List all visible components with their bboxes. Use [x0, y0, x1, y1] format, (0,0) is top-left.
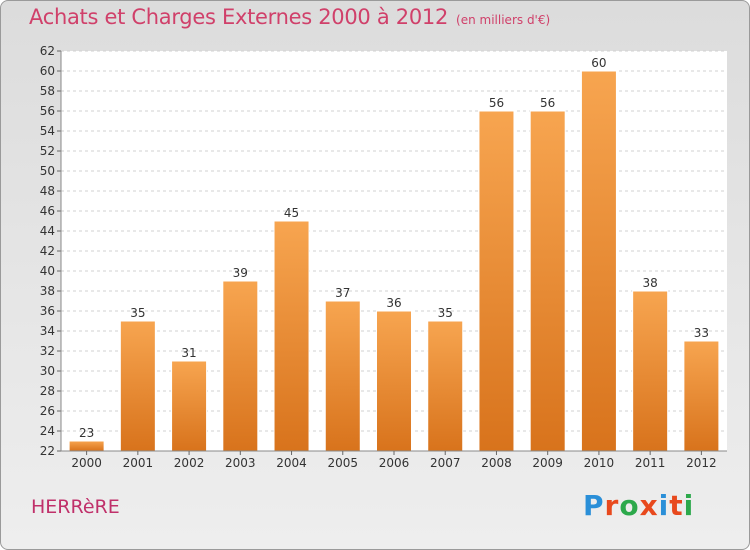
- y-tick-label: 50: [40, 164, 55, 178]
- x-tick-label: 2002: [174, 456, 205, 470]
- brand-letter: i: [683, 489, 695, 522]
- bar-value-label: 33: [694, 326, 709, 340]
- y-tick-label: 52: [40, 144, 55, 158]
- y-tick-label: 38: [40, 284, 55, 298]
- y-tick-label: 26: [40, 404, 55, 418]
- y-tick-label: 56: [40, 104, 55, 118]
- y-tick-label: 28: [40, 384, 55, 398]
- brand-letter: P: [583, 489, 605, 522]
- bar-value-label: 31: [181, 346, 196, 360]
- y-tick-label: 34: [40, 324, 55, 338]
- bar: [222, 280, 259, 452]
- x-tick-label: 2000: [71, 456, 102, 470]
- y-tick-label: 40: [40, 264, 55, 278]
- y-tick-label: 62: [40, 44, 55, 58]
- bar: [68, 440, 105, 452]
- chart-title: Achats et Charges Externes 2000 à 2012: [29, 5, 449, 29]
- x-tick-label: 2010: [584, 456, 615, 470]
- x-tick-label: 2009: [532, 456, 563, 470]
- x-tick-label: 2012: [686, 456, 717, 470]
- bar-value-label: 37: [335, 286, 350, 300]
- bar: [119, 320, 156, 452]
- bar-value-label: 23: [79, 426, 94, 440]
- bar-value-label: 35: [438, 306, 453, 320]
- y-tick-label: 36: [40, 304, 55, 318]
- y-tick-label: 54: [40, 124, 55, 138]
- bar-value-label: 36: [386, 296, 401, 310]
- bar: [273, 220, 310, 452]
- bar: [324, 300, 361, 452]
- brand-letter: x: [639, 489, 659, 522]
- x-tick-label: 2004: [276, 456, 307, 470]
- x-tick-label: 2005: [327, 456, 358, 470]
- brand-letter: i: [658, 489, 670, 522]
- chart-subtitle: (en milliers d'€): [456, 13, 551, 27]
- bars-group: 23 35 31 39 45 37 36 35 56 56 60 38 33: [68, 56, 720, 452]
- x-tick-label: 2008: [481, 456, 512, 470]
- bar-value-label: 56: [540, 96, 555, 110]
- y-tick-label: 42: [40, 244, 55, 258]
- bar-value-label: 56: [489, 96, 504, 110]
- bar: [529, 110, 566, 452]
- y-tick-label: 24: [40, 424, 55, 438]
- y-tick-label: 60: [40, 64, 55, 78]
- brand-letter: t: [669, 489, 684, 522]
- bar-value-label: 39: [233, 266, 248, 280]
- y-tick-label: 58: [40, 84, 55, 98]
- bar-value-label: 35: [130, 306, 145, 320]
- bar: [683, 340, 720, 452]
- y-tick-label: 22: [40, 444, 55, 458]
- x-tick-label: 2001: [123, 456, 154, 470]
- commune-name: HERRèRE: [31, 496, 120, 518]
- brand-letter: o: [619, 489, 640, 522]
- proxiti-logo: Proxiti: [583, 489, 694, 522]
- bar: [171, 360, 208, 452]
- bar: [478, 110, 515, 452]
- chart-title-block: Achats et Charges Externes 2000 à 2012 (e…: [29, 5, 550, 29]
- x-tick-label: 2011: [635, 456, 666, 470]
- bar-value-label: 45: [284, 206, 299, 220]
- bar-value-label: 60: [591, 56, 606, 70]
- y-tick-label: 48: [40, 184, 55, 198]
- x-tick-label: 2007: [430, 456, 461, 470]
- brand-letter: r: [604, 489, 620, 522]
- bar: [580, 70, 617, 452]
- x-tick-label: 2006: [379, 456, 410, 470]
- bar: [376, 310, 412, 452]
- x-tick-label: 2003: [225, 456, 256, 470]
- y-tick-label: 32: [40, 344, 55, 358]
- y-tick-label: 44: [40, 224, 55, 238]
- y-tick-label: 46: [40, 204, 55, 218]
- axes-group: 22 24 26 28 30 32 34 36 38 40 42 44 46 48 50 52 54 56 58 60…: [40, 44, 727, 470]
- bar-value-label: 38: [643, 276, 658, 290]
- bar: [632, 290, 669, 452]
- y-tick-label: 30: [40, 364, 55, 378]
- bar: [427, 320, 464, 452]
